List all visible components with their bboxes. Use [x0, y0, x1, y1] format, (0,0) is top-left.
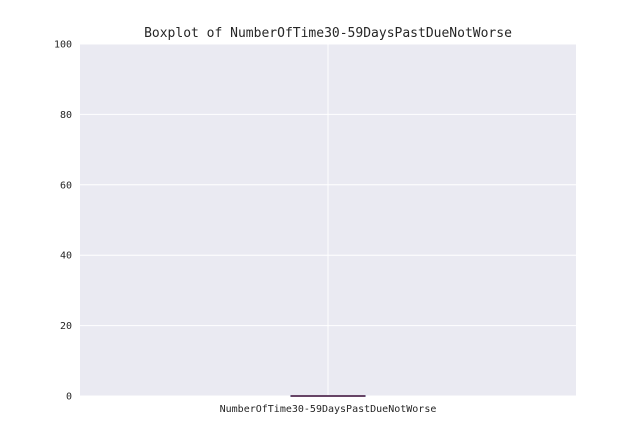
grid-lines [80, 43, 576, 397]
chart-title: Boxplot of NumberOfTime30-59DaysPastDueN… [144, 26, 512, 41]
y-tick-label: 80 [60, 110, 72, 121]
y-tick-label: 100 [54, 40, 72, 51]
boxes [290, 395, 366, 397]
y-tick-label: 0 [66, 392, 72, 403]
x-axis: NumberOfTime30-59DaysPastDueNotWorse [220, 404, 437, 415]
y-axis: 0 20 40 60 80 100 [54, 40, 72, 403]
x-category-label: NumberOfTime30-59DaysPastDueNotWorse [220, 404, 437, 415]
y-tick-label: 20 [60, 321, 72, 332]
y-tick-label: 60 [60, 180, 72, 191]
y-tick-label: 40 [60, 251, 72, 262]
